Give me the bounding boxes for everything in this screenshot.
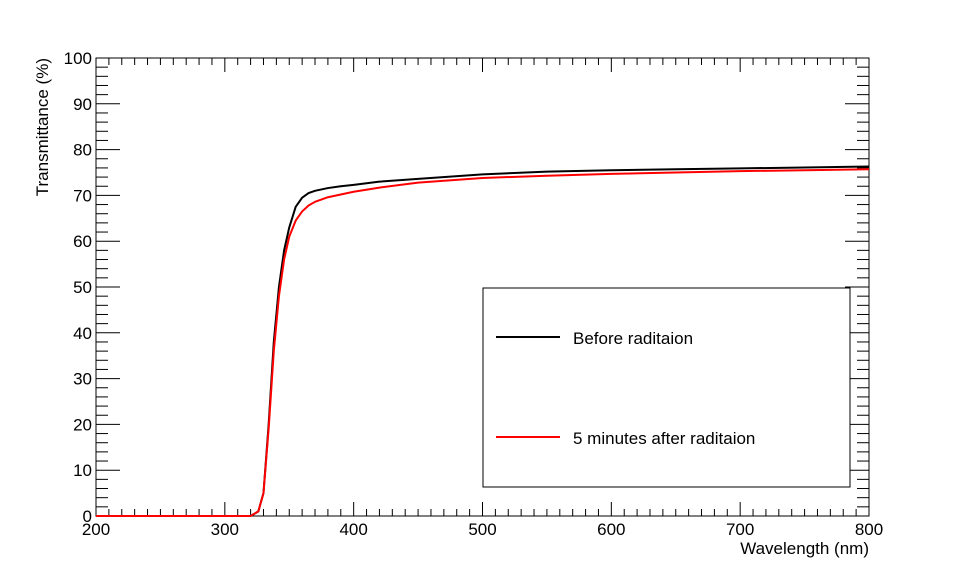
- x-axis-title: Wavelength (nm): [740, 539, 869, 558]
- y-tick-label: 90: [73, 95, 92, 114]
- y-tick-label: 50: [73, 278, 92, 297]
- y-tick-label: 10: [73, 461, 92, 480]
- legend-label-before: Before raditaion: [573, 329, 693, 348]
- axis-ticks: [95, 57, 870, 517]
- series-after-raditaion: [96, 168, 870, 517]
- y-axis-title: Transmittance (%): [33, 58, 52, 196]
- x-tick-label: 200: [82, 520, 110, 539]
- x-tick-label: 600: [597, 520, 625, 539]
- y-tick-label: 70: [73, 186, 92, 205]
- series-lines: [96, 165, 870, 517]
- x-tick-label: 400: [339, 520, 367, 539]
- x-tick-label: 500: [468, 520, 496, 539]
- y-tick-label: 20: [73, 415, 92, 434]
- legend: Before raditaion 5 minutes after raditai…: [482, 287, 851, 488]
- x-tick-label: 300: [211, 520, 239, 539]
- y-tick-label: 30: [73, 370, 92, 389]
- tick-labels: 200 300 400 500 600 700 800 0 10 20 30 40 50 60 70 80 90…: [64, 49, 884, 539]
- x-tick-label: 700: [726, 520, 754, 539]
- legend-box: [482, 287, 851, 488]
- y-tick-label: 0: [83, 507, 92, 526]
- y-tick-label: 100: [64, 49, 92, 68]
- y-tick-label: 80: [73, 141, 92, 160]
- y-tick-label: 40: [73, 324, 92, 343]
- y-tick-label: 60: [73, 232, 92, 251]
- legend-label-after: 5 minutes after raditaion: [573, 429, 755, 448]
- x-tick-label: 800: [855, 520, 883, 539]
